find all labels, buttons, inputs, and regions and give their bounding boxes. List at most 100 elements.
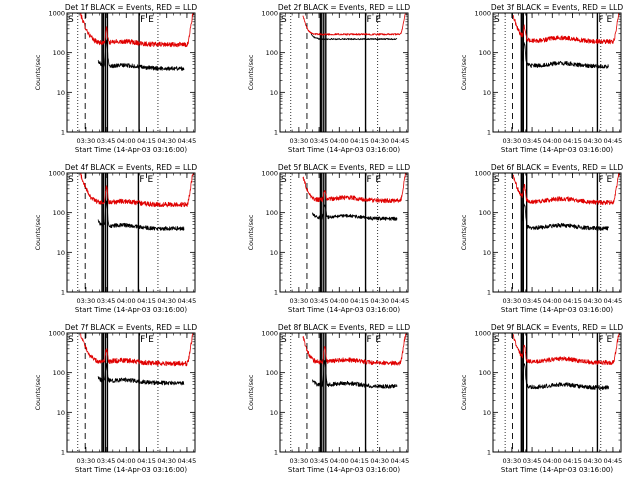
x-tick-label: 03:45 (523, 457, 542, 465)
x-tick-label: 04:00 (117, 297, 136, 305)
x-tick-label: 03:30 (502, 457, 521, 465)
lld-series-line (302, 173, 407, 204)
event-flag-label: F (367, 175, 372, 185)
x-axis-label: Start Time (14-Apr-03 03:16:00) (75, 146, 187, 154)
y-tick-label: 100 (266, 369, 278, 377)
chart-title: Det 4f BLACK = Events, RED = LLD (65, 163, 198, 172)
y-tick-label: 1000 (261, 170, 278, 178)
event-flag-label: F (598, 175, 603, 185)
x-tick-label: 04:30 (583, 457, 602, 465)
y-tick-label: 100 (266, 49, 278, 57)
chart-title: Det 3f BLACK = Events, RED = LLD (491, 3, 624, 12)
x-tick-label: 04:45 (391, 457, 410, 465)
panel-det-4: Det 4f BLACK = Events, RED = LLD Counts/s… (34, 163, 197, 314)
y-tick-label: 1000 (261, 10, 278, 18)
x-tick-label: 04:00 (543, 457, 562, 465)
y-axis-label: Counts/sec (460, 54, 468, 90)
series-group (512, 13, 620, 69)
y-tick-label: 10 (57, 249, 65, 257)
y-tick-label: 100 (479, 369, 491, 377)
event-flag-label: E (148, 335, 154, 345)
x-axis-label: Start Time (14-Apr-03 03:16:00) (501, 306, 613, 314)
chart-title: Det 7f BLACK = Events, RED = LLD (65, 323, 198, 332)
corner-flag-label: S (494, 335, 500, 345)
event-flag-label: E (147, 175, 153, 185)
event-flag-label: F (367, 335, 372, 345)
x-tick-label: 04:45 (604, 457, 623, 465)
lld-series-line (302, 333, 407, 366)
event-flag-label: F (140, 335, 145, 345)
y-tick-label: 1000 (48, 330, 65, 338)
event-flag-label: F (367, 15, 372, 25)
plot-frame (66, 172, 196, 293)
x-tick-label: 04:15 (137, 137, 156, 145)
series-group (80, 13, 194, 71)
x-tick-label: 04:00 (330, 457, 349, 465)
x-tick-label: 04:30 (370, 137, 389, 145)
events-series-line (311, 360, 398, 389)
panel-det-2: Det 2f BLACK = Events, RED = LLD Counts/s… (247, 3, 410, 154)
event-flag-label: E (607, 175, 613, 185)
y-tick-label: 1 (487, 289, 491, 297)
x-tick-label: 04:15 (350, 137, 369, 145)
y-tick-label: 1 (274, 449, 278, 457)
events-series-line (97, 39, 185, 71)
x-tick-label: 03:45 (97, 297, 116, 305)
y-tick-label: 1000 (474, 10, 491, 18)
series-group (80, 333, 194, 386)
corner-flag-label: S (68, 15, 74, 25)
series-group (512, 173, 620, 231)
y-tick-label: 100 (53, 369, 65, 377)
y-tick-label: 100 (53, 49, 65, 57)
event-flag-label: E (607, 15, 613, 25)
x-tick-label: 03:45 (310, 457, 329, 465)
y-tick-label: 1 (61, 289, 65, 297)
x-tick-label: 03:30 (289, 137, 308, 145)
y-axis-label: Counts/sec (247, 214, 255, 250)
x-tick-label: 03:45 (523, 297, 542, 305)
y-tick-label: 10 (483, 409, 491, 417)
y-tick-label: 1 (61, 449, 65, 457)
x-tick-label: 03:45 (310, 297, 329, 305)
x-tick-label: 04:30 (583, 297, 602, 305)
x-tick-label: 04:15 (350, 457, 369, 465)
plot-frame (279, 172, 409, 293)
x-tick-label: 04:45 (391, 137, 410, 145)
y-tick-label: 1000 (474, 330, 491, 338)
y-tick-label: 10 (270, 249, 278, 257)
y-tick-label: 10 (270, 409, 278, 417)
events-series-line (520, 203, 609, 231)
chart-title: Det 2f BLACK = Events, RED = LLD (278, 3, 411, 12)
event-flag-label: E (375, 175, 381, 185)
x-tick-label: 04:30 (370, 457, 389, 465)
x-tick-label: 04:00 (117, 457, 136, 465)
x-axis-label: Start Time (14-Apr-03 03:16:00) (501, 146, 613, 154)
x-axis-label: Start Time (14-Apr-03 03:16:00) (75, 466, 187, 474)
x-tick-label: 04:30 (583, 137, 602, 145)
y-tick-label: 10 (270, 89, 278, 97)
series-group (80, 173, 194, 231)
panel-det-3: Det 3f BLACK = Events, RED = LLD Counts/s… (460, 3, 623, 154)
y-axis-label: Counts/sec (34, 214, 42, 250)
x-tick-label: 04:00 (543, 137, 562, 145)
series-group (302, 333, 407, 389)
lld-series-line (80, 333, 194, 367)
corner-flag-label: S (281, 175, 287, 185)
event-flag-label: F (140, 15, 145, 25)
x-tick-label: 04:15 (563, 297, 582, 305)
chart-title: Det 8f BLACK = Events, RED = LLD (278, 323, 411, 332)
x-axis-label: Start Time (14-Apr-03 03:16:00) (75, 306, 187, 314)
events-series-line (311, 204, 398, 221)
x-tick-label: 03:30 (502, 297, 521, 305)
x-tick-label: 03:30 (289, 457, 308, 465)
lld-series-line (512, 13, 620, 45)
x-axis-label: Start Time (14-Apr-03 03:16:00) (288, 146, 400, 154)
y-axis-label: Counts/sec (34, 374, 42, 410)
chart-title: Det 1f BLACK = Events, RED = LLD (65, 3, 198, 12)
events-series-line (310, 33, 398, 41)
y-tick-label: 100 (266, 209, 278, 217)
events-series-line (520, 363, 609, 390)
y-axis-label: Counts/sec (460, 214, 468, 250)
x-tick-label: 04:15 (137, 457, 156, 465)
x-tick-label: 04:15 (137, 297, 156, 305)
